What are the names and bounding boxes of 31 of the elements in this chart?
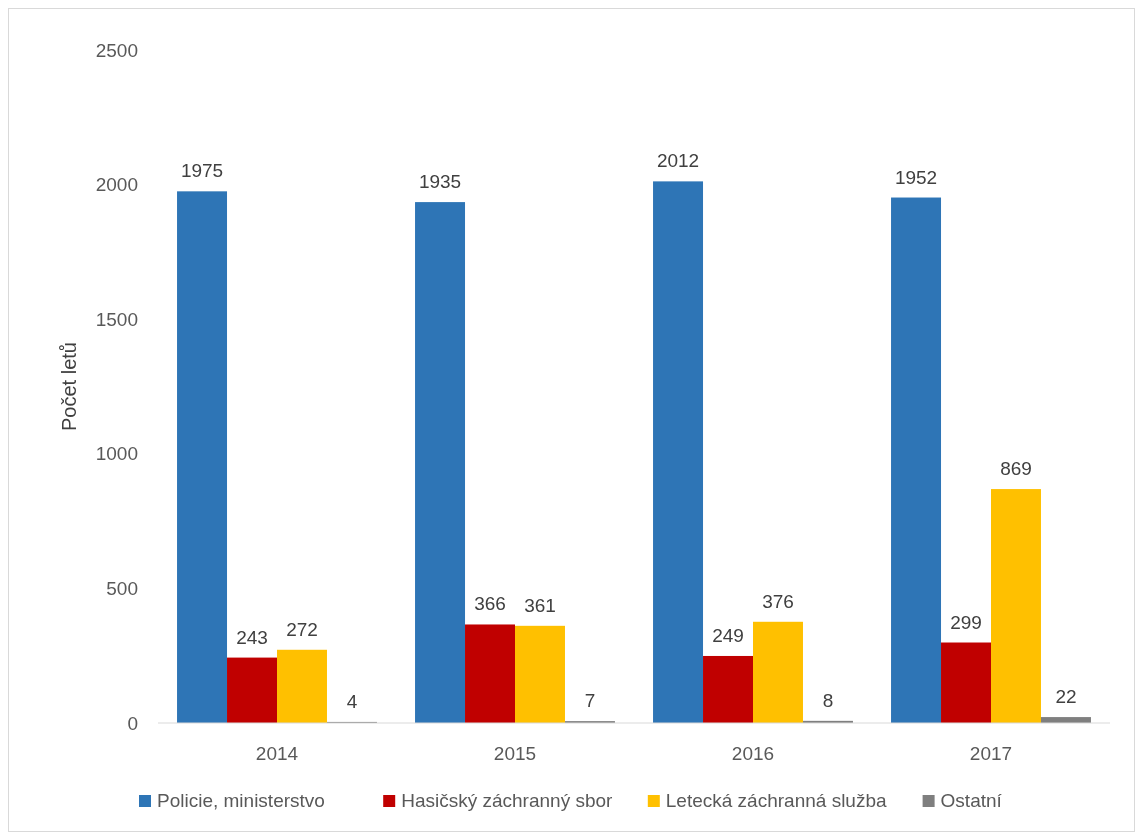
legend-label: Ostatní xyxy=(940,790,1003,811)
data-label: 1935 xyxy=(418,171,462,193)
data-label: 22 xyxy=(1055,686,1077,708)
data-label: 8 xyxy=(822,689,834,711)
data-label: 249 xyxy=(712,624,744,646)
legend-label: Letecká záchranná služba xyxy=(665,790,887,811)
data-label: 2012 xyxy=(656,150,700,172)
y-axis-title: Počet letů xyxy=(58,342,80,431)
legend-label: Hasičský záchranný sbor xyxy=(401,790,614,811)
x-tick-label: 2017 xyxy=(969,743,1013,764)
data-label: 361 xyxy=(524,594,556,616)
data-label: 299 xyxy=(950,611,982,633)
data-label: 1975 xyxy=(180,160,224,182)
y-tick-label: 2000 xyxy=(95,174,138,196)
x-tick-label: 2014 xyxy=(255,743,299,764)
data-label: 366 xyxy=(474,593,506,615)
y-tick-label: 0 xyxy=(127,712,138,734)
data-label: 243 xyxy=(236,626,268,648)
y-tick-label: 1000 xyxy=(95,443,138,465)
y-tick-label: 1500 xyxy=(95,308,138,330)
x-tick-label: 2015 xyxy=(493,743,537,764)
legend-label: Policie, ministerstvo xyxy=(157,790,325,811)
y-tick-label: 500 xyxy=(106,578,138,600)
data-label: 869 xyxy=(1000,458,1032,480)
data-label: 4 xyxy=(346,690,358,712)
data-label: 272 xyxy=(286,618,318,640)
y-tick-label: 2500 xyxy=(95,39,138,61)
data-label: 1952 xyxy=(894,166,938,188)
data-label: 7 xyxy=(584,690,596,712)
data-label: 376 xyxy=(762,590,794,612)
x-tick-label: 2016 xyxy=(731,743,775,764)
